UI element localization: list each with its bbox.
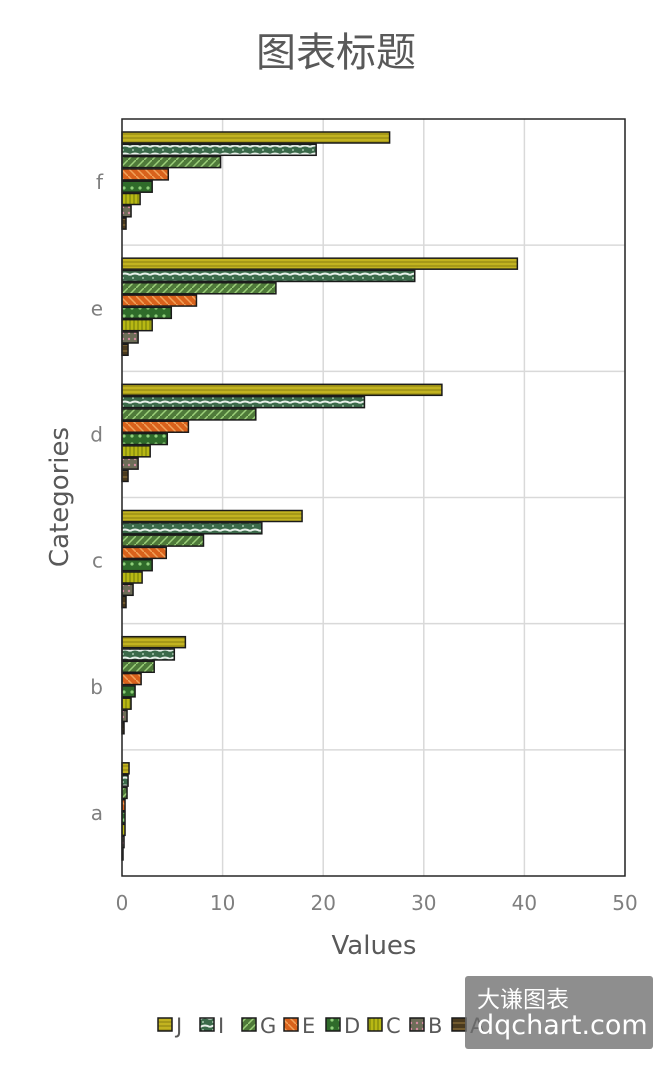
bar-A-d	[121, 469, 129, 483]
bar-G-d	[121, 408, 257, 421]
watermark-line2: dqchart.com	[477, 1010, 648, 1041]
plot-area-border	[121, 118, 626, 877]
bar-I-f	[121, 143, 317, 157]
y-tick-label: c	[92, 549, 103, 573]
y-tick-label: a	[91, 801, 103, 825]
bar-J-c	[121, 509, 303, 523]
bar-I-a	[121, 774, 129, 787]
x-tick-label: 20	[310, 891, 335, 915]
bar-J-d	[121, 383, 443, 397]
y-tick-label: d	[90, 422, 103, 446]
bar-B-b	[121, 709, 128, 723]
x-tick-label: 40	[512, 891, 537, 915]
legend-swatch-I	[199, 1017, 215, 1032]
bar-A-e	[121, 343, 129, 357]
x-tick-labels: 0 10 20 30 40 50	[116, 891, 638, 915]
bar-C-c	[121, 571, 143, 584]
bar-G-a	[121, 786, 128, 800]
bar-D-f	[121, 180, 153, 193]
legend-swatch-G	[241, 1017, 257, 1032]
y-tick-label: e	[91, 296, 103, 320]
chart-title: 图表标题	[256, 30, 416, 76]
legend-label-B: B	[428, 1014, 442, 1038]
bar-D-c	[121, 558, 153, 572]
bar-G-b	[121, 660, 155, 674]
bar-J-b	[121, 635, 187, 649]
bar-D-e	[121, 306, 173, 320]
bar-G-f	[121, 155, 222, 169]
y-tick-label: b	[90, 675, 103, 699]
bar-I-e	[121, 269, 416, 283]
x-axis-title: Values	[332, 931, 417, 961]
legend-swatch-A	[451, 1017, 467, 1032]
x-tick-label: 10	[210, 891, 235, 915]
bar-I-b	[121, 648, 176, 661]
legend-label-E: E	[302, 1014, 315, 1038]
bar-J-e	[121, 257, 519, 270]
y-tick-label: f	[96, 170, 104, 194]
watermark: 大谦图表 dqchart.com	[465, 976, 653, 1049]
gridlines	[121, 119, 626, 876]
bar-C-d	[121, 445, 151, 458]
legend-label-D: D	[344, 1014, 360, 1038]
legend-label-G: G	[260, 1014, 276, 1038]
legend-label-C: C	[386, 1014, 401, 1038]
bar-J-a	[121, 762, 130, 775]
bar-E-d	[121, 420, 190, 433]
legend-swatch-E	[283, 1017, 299, 1032]
watermark-line1: 大谦图表	[477, 987, 569, 1013]
bar-G-c	[121, 534, 205, 547]
x-tick-label: 0	[116, 891, 129, 915]
legend-swatch-J	[157, 1017, 173, 1032]
bar-G-e	[121, 282, 277, 295]
bar-B-f	[121, 205, 132, 218]
x-tick-label: 30	[411, 891, 436, 915]
bar-J-f	[121, 131, 391, 144]
bar-E-f	[121, 168, 170, 181]
bar-E-c	[121, 546, 168, 560]
y-tick-labels: a b c d e f	[90, 170, 104, 825]
bar-E-b	[121, 672, 142, 686]
y-axis-title: Categories	[45, 427, 75, 567]
legend-swatch-B	[409, 1017, 425, 1032]
bar-I-c	[121, 522, 263, 535]
bar-C-b	[121, 697, 132, 710]
bar-C-f	[121, 192, 141, 206]
x-tick-label: 50	[612, 891, 637, 915]
legend-label-I: I	[218, 1014, 224, 1038]
bar-C-e	[121, 318, 153, 332]
bar-D-b	[121, 685, 136, 698]
legend: JIGEDCBA	[157, 1014, 485, 1038]
legend-swatch-C	[367, 1017, 383, 1032]
bar-B-c	[121, 583, 134, 597]
legend-label-J: J	[174, 1014, 182, 1038]
bars-group	[121, 131, 519, 861]
legend-swatch-D	[325, 1017, 341, 1032]
bar-E-e	[121, 294, 198, 307]
bar-B-e	[121, 331, 139, 344]
bar-I-d	[121, 395, 366, 409]
bar-D-d	[121, 432, 169, 446]
bar-B-d	[121, 457, 139, 470]
